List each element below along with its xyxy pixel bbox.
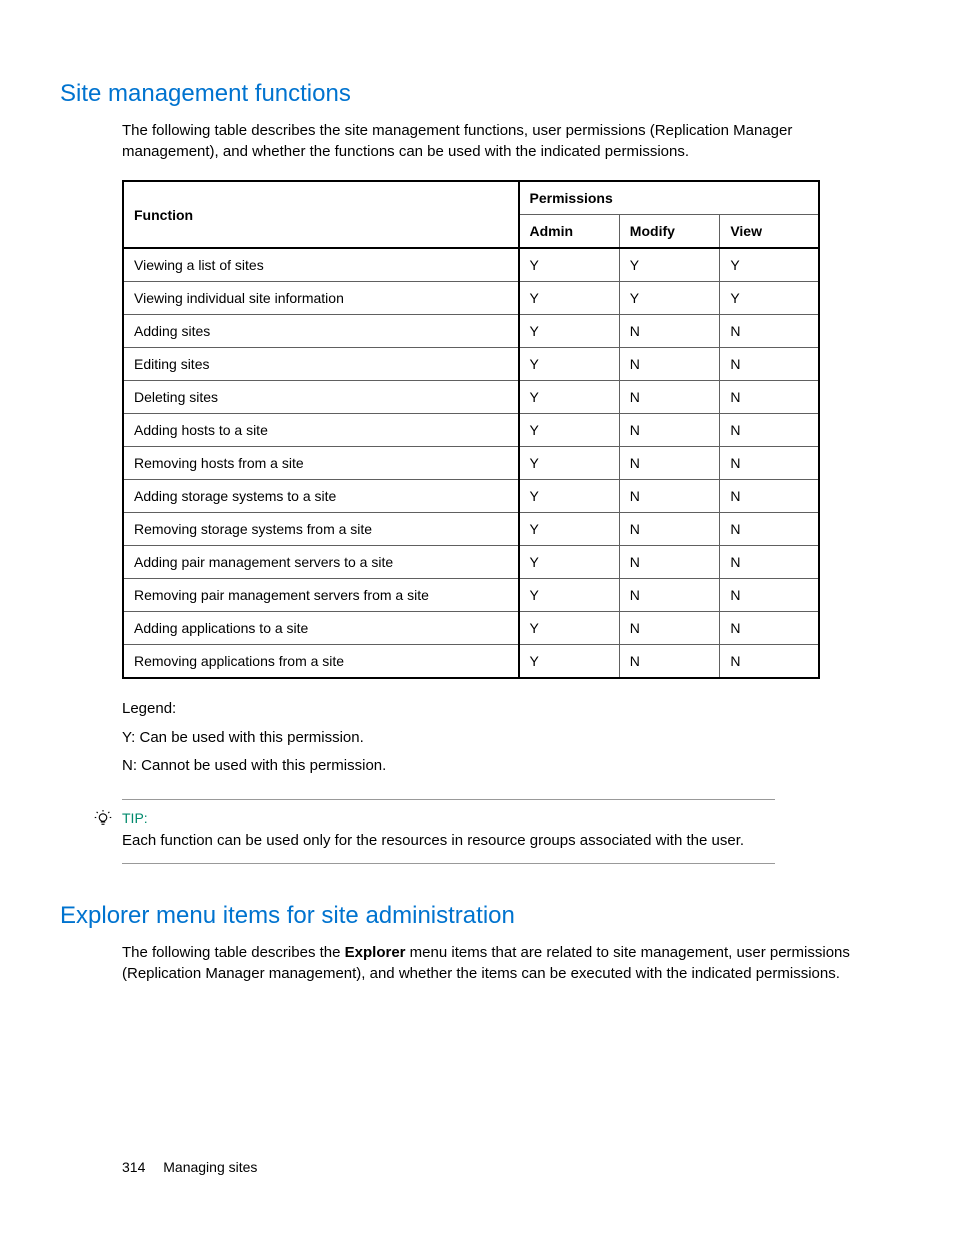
table-cell-view: N: [720, 447, 819, 480]
table-cell-modify: N: [619, 546, 720, 579]
table-row: Deleting sitesYNN: [123, 381, 819, 414]
table-cell-admin: Y: [519, 612, 620, 645]
table-cell-view: N: [720, 480, 819, 513]
table-cell-view: N: [720, 579, 819, 612]
table-cell-fn: Removing hosts from a site: [123, 447, 519, 480]
table-cell-admin: Y: [519, 381, 620, 414]
tip-text: Each function can be used only for the r…: [122, 832, 775, 849]
table-cell-view: N: [720, 381, 819, 414]
table-row: Adding hosts to a siteYNN: [123, 414, 819, 447]
col-header-view: View: [720, 215, 819, 249]
table-cell-modify: N: [619, 645, 720, 679]
table-cell-view: Y: [720, 282, 819, 315]
table-cell-admin: Y: [519, 447, 620, 480]
intro-bold: Explorer: [345, 944, 406, 961]
lightbulb-icon: [94, 810, 112, 833]
table-cell-modify: N: [619, 381, 720, 414]
table-cell-admin: Y: [519, 348, 620, 381]
table-cell-admin: Y: [519, 282, 620, 315]
table-cell-modify: N: [619, 612, 720, 645]
intro-pre: The following table describes the: [122, 944, 345, 961]
table-row: Viewing a list of sitesYYY: [123, 248, 819, 282]
table-cell-admin: Y: [519, 513, 620, 546]
table-cell-view: Y: [720, 248, 819, 282]
col-header-admin: Admin: [519, 215, 620, 249]
table-row: Adding storage systems to a siteYNN: [123, 480, 819, 513]
table-cell-fn: Editing sites: [123, 348, 519, 381]
table-cell-admin: Y: [519, 315, 620, 348]
table-cell-view: N: [720, 513, 819, 546]
table-row: Removing storage systems from a siteYNN: [123, 513, 819, 546]
col-header-permissions: Permissions: [519, 181, 820, 215]
table-cell-admin: Y: [519, 579, 620, 612]
section-title: Site management functions: [60, 80, 884, 108]
document-page: Site management functions The following …: [0, 0, 954, 1235]
table-cell-fn: Adding pair management servers to a site: [123, 546, 519, 579]
table-cell-admin: Y: [519, 480, 620, 513]
table-row: Adding pair management servers to a site…: [123, 546, 819, 579]
table-row: Adding sitesYNN: [123, 315, 819, 348]
table-cell-modify: N: [619, 447, 720, 480]
permissions-table: Function Permissions Admin Modify View V…: [122, 180, 820, 679]
table-row: Removing hosts from a siteYNN: [123, 447, 819, 480]
table-cell-modify: N: [619, 348, 720, 381]
table-cell-admin: Y: [519, 248, 620, 282]
table-row: Removing pair management servers from a …: [123, 579, 819, 612]
table-cell-fn: Removing pair management servers from a …: [123, 579, 519, 612]
col-header-function: Function: [123, 181, 519, 248]
section2-intro: The following table describes the Explor…: [122, 942, 884, 984]
table-cell-modify: N: [619, 480, 720, 513]
table-cell-fn: Adding applications to a site: [123, 612, 519, 645]
table-row: Viewing individual site informationYYY: [123, 282, 819, 315]
table-cell-modify: Y: [619, 282, 720, 315]
table-cell-fn: Viewing individual site information: [123, 282, 519, 315]
chapter-name: Managing sites: [163, 1159, 257, 1175]
legend-y: Y: Can be used with this permission.: [122, 724, 884, 753]
section-intro: The following table describes the site m…: [122, 120, 884, 162]
table-cell-fn: Adding hosts to a site: [123, 414, 519, 447]
table-cell-view: N: [720, 612, 819, 645]
table-row: Removing applications from a siteYNN: [123, 645, 819, 679]
page-number: 314: [122, 1159, 145, 1175]
table-cell-modify: N: [619, 579, 720, 612]
table-cell-admin: Y: [519, 414, 620, 447]
table-cell-view: N: [720, 414, 819, 447]
tip-label: TIP:: [122, 810, 775, 826]
table-row: Adding applications to a siteYNN: [123, 612, 819, 645]
table-cell-admin: Y: [519, 645, 620, 679]
page-footer: 314 Managing sites: [122, 1159, 257, 1175]
table-cell-fn: Adding sites: [123, 315, 519, 348]
table-cell-modify: Y: [619, 248, 720, 282]
table-cell-fn: Adding storage systems to a site: [123, 480, 519, 513]
table-cell-fn: Deleting sites: [123, 381, 519, 414]
table-cell-admin: Y: [519, 546, 620, 579]
col-header-modify: Modify: [619, 215, 720, 249]
section-title-2: Explorer menu items for site administrat…: [60, 902, 884, 930]
legend-block: Legend: Y: Can be used with this permiss…: [122, 695, 884, 781]
table-cell-fn: Viewing a list of sites: [123, 248, 519, 282]
table-cell-fn: Removing applications from a site: [123, 645, 519, 679]
table-cell-view: N: [720, 315, 819, 348]
legend-n: N: Cannot be used with this permission.: [122, 752, 884, 781]
table-row: Editing sitesYNN: [123, 348, 819, 381]
table-cell-view: N: [720, 645, 819, 679]
tip-block: TIP: Each function can be used only for …: [122, 799, 775, 864]
table-cell-modify: N: [619, 414, 720, 447]
table-cell-modify: N: [619, 315, 720, 348]
table-cell-modify: N: [619, 513, 720, 546]
table-cell-view: N: [720, 348, 819, 381]
legend-title: Legend:: [122, 695, 884, 724]
table-cell-fn: Removing storage systems from a site: [123, 513, 519, 546]
table-cell-view: N: [720, 546, 819, 579]
